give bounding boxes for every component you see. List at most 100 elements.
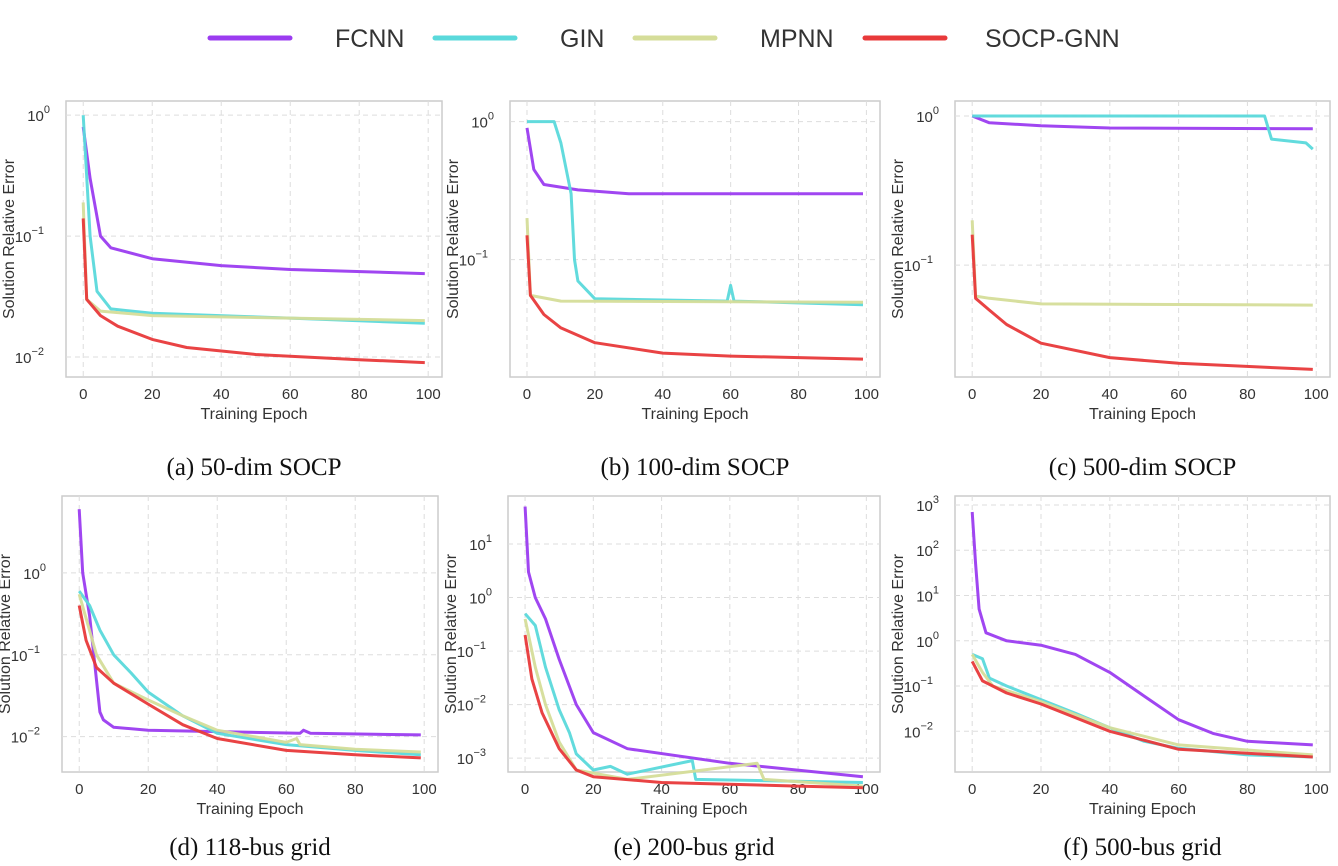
y-tick-label: 10−1 xyxy=(457,640,486,661)
x-tick-label: 100 xyxy=(854,386,879,403)
y-tick-label: 10−2 xyxy=(904,720,933,741)
y-tick-label: 100 xyxy=(916,630,939,651)
subplot-c: 0 20 40 60 80 100 100 10−1 Training Epoch Solutio… xyxy=(890,100,1331,481)
legend-item: FCNN xyxy=(207,25,404,53)
y-axis-label: Solution Relative Error xyxy=(890,158,907,319)
series-line-socp-gnn xyxy=(77,605,421,760)
x-tick-label: 20 xyxy=(140,781,157,798)
y-tick-label: 103 xyxy=(916,494,939,515)
legend-label: GIN xyxy=(560,25,604,53)
legend-label: SOCP-GNN xyxy=(985,25,1120,53)
x-tick-label: 60 xyxy=(1170,386,1187,403)
x-tick-label: 80 xyxy=(1239,386,1256,403)
x-tick-label: 20 xyxy=(587,386,604,403)
x-tick-label: 40 xyxy=(213,386,230,403)
subplot-caption: (f) 500-bus grid xyxy=(1063,834,1222,861)
subplot-caption: (d) 118-bus grid xyxy=(169,834,331,861)
y-tick-label: 10−1 xyxy=(904,675,933,696)
series-line-fcnn xyxy=(81,126,425,276)
x-tick-label: 60 xyxy=(722,386,739,403)
x-tick-label: 100 xyxy=(1304,781,1329,798)
subplot-caption: (c) 500-dim SOCP xyxy=(1049,454,1237,481)
series-line-gin xyxy=(527,120,864,307)
y-axis-label: Solution Relative Error xyxy=(1,158,18,319)
subplot-caption: (b) 100-dim SOCP xyxy=(601,454,790,481)
x-axis-label: Training Epoch xyxy=(200,406,307,423)
y-tick-label: 100 xyxy=(27,104,50,125)
series-line-socp-gnn xyxy=(81,218,425,365)
x-tick-label: 20 xyxy=(1033,781,1050,798)
x-tick-label: 80 xyxy=(790,386,807,403)
subplot-d: 0 20 40 60 80 100 100 10−1 10−2 Training Epoch Sol… xyxy=(0,495,439,861)
subplot-f: 0 20 40 60 80 100 103 102 101 100 10−1 10−2 Training… xyxy=(890,494,1331,861)
y-axis-label: Solution Relative Error xyxy=(445,158,462,319)
subplot-b: 0 20 40 60 80 100 100 10−1 Training Epoch Solutio… xyxy=(445,100,881,481)
x-axis-label: Training Epoch xyxy=(641,406,748,423)
plot-frame xyxy=(509,100,881,378)
series-line-fcnn xyxy=(970,511,1313,747)
x-tick-label: 20 xyxy=(1033,386,1050,403)
y-tick-label: 101 xyxy=(916,585,939,606)
y-tick-label: 10−2 xyxy=(457,694,486,715)
series-line-socp-gnn xyxy=(970,660,1313,759)
y-tick-label: 101 xyxy=(469,533,492,554)
series-line-socp-gnn xyxy=(970,234,1313,371)
plot-frame xyxy=(954,495,1331,773)
subplot-a: 0 20 40 60 80 100 100 10−1 10−2 Training Epoch Sol… xyxy=(1,100,443,481)
y-tick-label: 10−1 xyxy=(15,225,44,246)
y-tick-label: 100 xyxy=(23,562,46,583)
legend-label: FCNN xyxy=(335,25,404,53)
x-tick-label: 0 xyxy=(75,781,83,798)
y-axis-label: Solution Relative Error xyxy=(443,553,460,714)
x-tick-label: 0 xyxy=(523,386,531,403)
x-tick-label: 40 xyxy=(1101,781,1118,798)
y-tick-label: 100 xyxy=(916,105,939,126)
x-tick-label: 40 xyxy=(209,781,226,798)
x-tick-label: 60 xyxy=(278,781,295,798)
y-tick-label: 102 xyxy=(916,539,939,560)
y-tick-label: 100 xyxy=(471,111,494,132)
x-tick-label: 60 xyxy=(282,386,299,403)
x-tick-label: 100 xyxy=(416,386,441,403)
y-tick-label: 10−1 xyxy=(904,254,933,275)
series-line-gin xyxy=(523,612,863,784)
plot-frame xyxy=(65,100,443,378)
x-tick-label: 100 xyxy=(1304,386,1329,403)
y-tick-label: 10−1 xyxy=(11,644,40,665)
x-tick-label: 0 xyxy=(521,781,529,798)
series-line-fcnn xyxy=(525,127,863,196)
x-tick-label: 40 xyxy=(1101,386,1118,403)
x-tick-label: 60 xyxy=(1170,781,1187,798)
x-tick-label: 0 xyxy=(968,386,976,403)
subplot-caption: (a) 50-dim SOCP xyxy=(167,454,342,481)
series-line-mpnn xyxy=(970,653,1313,757)
legend-item: MPNN xyxy=(632,25,834,53)
series-line-fcnn xyxy=(523,506,864,779)
series-line-mpnn xyxy=(77,593,421,754)
x-tick-label: 0 xyxy=(79,386,87,403)
x-tick-label: 40 xyxy=(653,781,670,798)
series-line-socp-gnn xyxy=(523,634,863,790)
series-line-fcnn xyxy=(971,114,1313,131)
x-axis-label: Training Epoch xyxy=(1089,406,1196,423)
x-tick-label: 80 xyxy=(347,781,364,798)
y-tick-label: 10−3 xyxy=(457,747,486,768)
y-tick-label: 10−2 xyxy=(15,346,44,367)
x-tick-label: 40 xyxy=(654,386,671,403)
legend-label: MPNN xyxy=(760,25,834,53)
y-tick-label: 100 xyxy=(469,587,492,608)
series-line-gin xyxy=(972,114,1314,151)
y-tick-label: 10−2 xyxy=(11,726,40,747)
plot-frame xyxy=(507,495,881,773)
x-axis-label: Training Epoch xyxy=(640,801,747,818)
x-tick-label: 80 xyxy=(351,386,368,403)
legend-item: SOCP-GNN xyxy=(862,25,1120,53)
y-axis-label: Solution Relative Error xyxy=(0,553,14,714)
legend-item: GIN xyxy=(432,25,604,53)
x-tick-label: 20 xyxy=(585,781,602,798)
x-tick-label: 0 xyxy=(968,781,976,798)
y-tick-label: 10−1 xyxy=(459,249,488,270)
x-axis-label: Training Epoch xyxy=(1089,801,1196,818)
